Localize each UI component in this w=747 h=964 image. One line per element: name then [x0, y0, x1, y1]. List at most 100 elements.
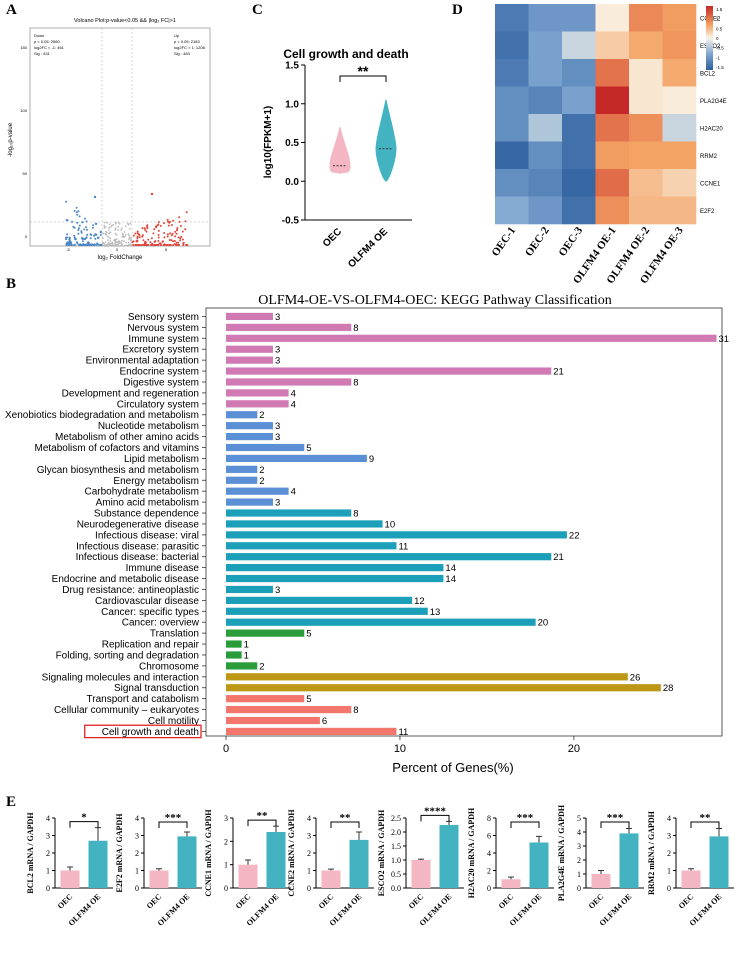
volcano-point-ns	[127, 238, 130, 241]
panel-label-e: E	[6, 794, 17, 810]
volcano-point-up	[150, 237, 153, 240]
kegg-bar	[226, 629, 305, 637]
volcano-point-up	[174, 235, 177, 238]
violin-sig-bracket	[339, 75, 387, 82]
volcano-point-down	[77, 229, 80, 232]
volcano-point-down	[87, 244, 89, 246]
volcano-point-ns	[116, 241, 118, 243]
volcano-legend-up-0: Up	[174, 33, 180, 38]
volcano-point-up	[146, 224, 149, 227]
qpcr-sig-bracket	[420, 814, 450, 822]
volcano-point-down	[81, 221, 84, 224]
volcano-point-ns	[120, 242, 123, 244]
heatmap-cell	[495, 169, 529, 197]
qpcr-sig-stars: **	[340, 812, 352, 824]
kegg-bar-value: 3	[275, 585, 280, 596]
volcano-point-down	[68, 236, 71, 239]
volcano-point-down	[65, 238, 67, 241]
volcano-point-ns	[110, 225, 113, 228]
kegg-category-label: Cardiovascular disease	[95, 596, 199, 607]
volcano-point-up	[184, 228, 187, 231]
volcano-point-down	[74, 238, 77, 240]
qpcr-sig-bracket	[600, 821, 630, 828]
volcano-point-ns	[104, 241, 107, 243]
kegg-bar-value: 2	[259, 410, 264, 421]
heatmap-cell	[562, 141, 596, 170]
heatmap-cell	[528, 114, 563, 142]
kegg-bar-value: 31	[719, 334, 730, 345]
volcano-point-down	[96, 236, 99, 239]
volcano-point-down	[92, 244, 95, 246]
kegg-bar-value: 12	[414, 596, 425, 607]
kegg-bar-value: 11	[398, 727, 408, 738]
heatmap-cell	[595, 196, 630, 225]
volcano-point-ns	[114, 228, 117, 231]
kegg-frame	[205, 307, 723, 737]
volcano-point-up	[167, 220, 169, 223]
volcano-point-ns	[112, 245, 115, 247]
heatmap-cell	[595, 169, 630, 197]
kegg-category-label: Nervous system	[127, 323, 199, 334]
volcano-point-ns	[128, 234, 131, 237]
kegg-chart: OLFM4-OE-VS-OLFM4-OEC: KEGG Pathway Clas…	[5, 293, 730, 775]
heatmap-cell	[528, 4, 563, 32]
volcano-point-down	[76, 242, 79, 245]
qpcr-ytick-label: 2	[667, 849, 671, 858]
kegg-bar-value: 21	[553, 367, 564, 378]
heatmap-cell	[495, 86, 529, 115]
qpcr-bar	[177, 836, 197, 888]
qpcr-ytick-label: 1	[224, 861, 228, 870]
volcano-point-down	[89, 237, 92, 240]
volcano-point-up	[179, 225, 182, 227]
volcano-point-down	[83, 244, 86, 246]
volcano-point-down	[73, 244, 76, 246]
volcano-point-down	[95, 233, 98, 236]
kegg-bar	[226, 422, 273, 430]
volcano-point-up	[150, 192, 154, 196]
volcano-point-up	[175, 244, 178, 246]
volcano-point-ns	[104, 226, 107, 228]
volcano-legend-up-2: log2FC > 1: 1208	[174, 45, 206, 50]
volcano-point-ns	[128, 227, 131, 230]
qpcr-ytick-label: 0	[135, 884, 139, 893]
qpcr-xtick-label: OEC	[234, 892, 253, 911]
kegg-xtick-label: 0	[223, 743, 229, 755]
volcano-point-down	[84, 217, 86, 220]
panel-label-a: A	[6, 2, 17, 18]
kegg-bar-value: 4	[291, 487, 296, 498]
qpcr-ytick-label: 0	[577, 884, 581, 893]
qpcr-xtick-label: OEC	[677, 892, 696, 911]
volcano-point-down	[75, 206, 78, 209]
volcano-point-down	[80, 231, 83, 234]
kegg-category-label: Substance dependence	[94, 509, 200, 520]
qpcr-ytick-label: 3	[577, 842, 581, 851]
kegg-category-label: Excretory system	[122, 345, 199, 356]
violin-shape	[329, 126, 351, 175]
panel-label-c: C	[252, 2, 263, 18]
kegg-xtick-label: 10	[394, 743, 406, 755]
heatmap-cell	[629, 141, 663, 170]
kegg-bar	[226, 520, 383, 528]
volcano-point-up	[166, 233, 169, 236]
volcano-point-down	[70, 244, 73, 246]
qpcr-ytick-label: 0.0	[391, 884, 401, 893]
volcano-point-down	[96, 242, 99, 245]
volcano-point-up	[155, 244, 158, 246]
qpcr-ytick-label: 3	[135, 832, 139, 841]
kegg-bar	[226, 574, 444, 583]
volcano-point-ns	[102, 232, 105, 235]
kegg-bar-value: 5	[306, 694, 311, 705]
violin-ytick-label: -0.5	[282, 216, 300, 227]
volcano-point-ns	[114, 227, 117, 230]
kegg-bar-value: 11	[398, 541, 408, 552]
volcano-point-down	[100, 244, 103, 246]
qpcr-ytick-label: 0	[224, 884, 228, 893]
heatmap-cell	[528, 169, 563, 197]
kegg-bar-value: 4	[291, 399, 296, 410]
volcano-point-up	[136, 230, 139, 233]
violin-ytick-label: 0.0	[285, 177, 299, 188]
heatmap-cell	[595, 59, 630, 87]
kegg-category-label: Endocrine system	[120, 367, 199, 378]
